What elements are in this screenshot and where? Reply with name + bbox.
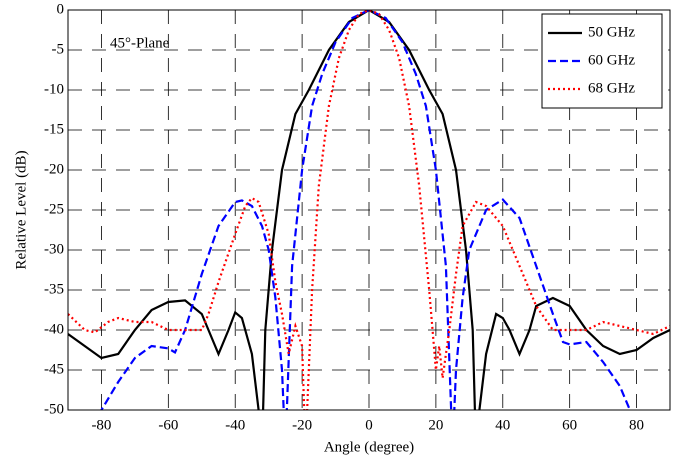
y-tick-label: -30 xyxy=(44,241,64,257)
plot-frame xyxy=(67,9,671,411)
legend-label: 50 GHz xyxy=(588,24,635,40)
x-tick-label: 20 xyxy=(428,417,443,433)
y-tick-label: -25 xyxy=(44,201,64,217)
y-tick-label: -45 xyxy=(44,361,64,377)
y-tick-label: -10 xyxy=(44,81,64,97)
y-tick-label: -5 xyxy=(52,41,65,57)
x-tick-label: -20 xyxy=(292,417,312,433)
x-tick-label: -80 xyxy=(91,417,111,433)
series-line xyxy=(68,10,670,410)
x-tick-label: -60 xyxy=(158,417,178,433)
legend-label: 60 GHz xyxy=(588,52,635,68)
x-tick-label: 0 xyxy=(365,417,373,433)
x-tick-label: 40 xyxy=(495,417,510,433)
x-tick-label: 80 xyxy=(629,417,644,433)
annotation: 45°-Plane xyxy=(110,35,170,51)
y-tick-label: -50 xyxy=(44,401,64,417)
x-axis-label: Angle (degree) xyxy=(324,439,414,455)
series-line xyxy=(100,10,632,410)
legend-label: 68 GHz xyxy=(588,80,635,96)
x-tick-label: 60 xyxy=(562,417,577,433)
y-axis-label: Relative Level (dB) xyxy=(13,150,29,269)
y-tick-label: -15 xyxy=(44,121,64,137)
y-tick-label: -35 xyxy=(44,281,64,297)
series-line xyxy=(68,10,670,410)
y-tick-label: -20 xyxy=(44,161,64,177)
y-tick-label: 0 xyxy=(57,1,65,17)
y-tick-label: -40 xyxy=(44,321,64,337)
x-tick-label: -40 xyxy=(225,417,245,433)
